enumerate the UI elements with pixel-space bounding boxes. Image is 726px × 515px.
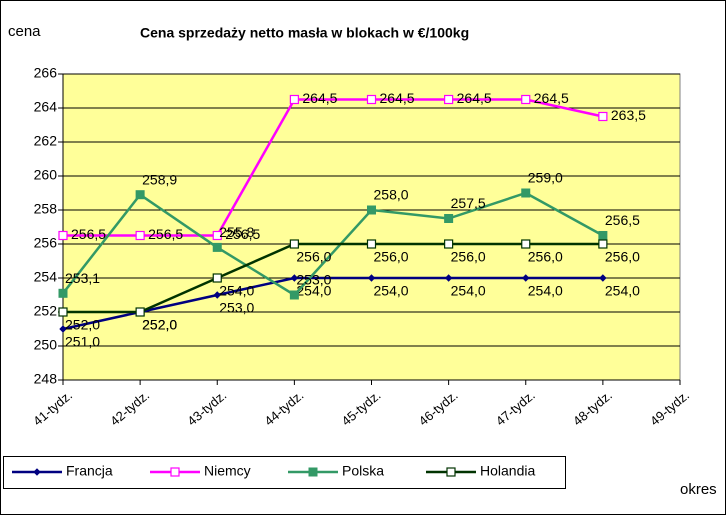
- data-point: [213, 291, 221, 299]
- legend-label: Polska: [342, 463, 384, 479]
- data-label: 264,5: [302, 90, 337, 106]
- data-point: [598, 111, 608, 122]
- data-label: 258,0: [374, 187, 409, 203]
- data-point: [212, 242, 222, 252]
- chart-title: Cena sprzedaży netto masła w blokach w €…: [140, 25, 469, 41]
- series-line: [63, 242, 603, 314]
- data-point: [444, 214, 454, 223]
- data-label: 256,5: [225, 226, 260, 242]
- data-label: 251,0: [65, 334, 100, 350]
- data-label: 258,9: [142, 171, 177, 187]
- legend-marker: [33, 468, 41, 476]
- data-point: [366, 94, 377, 105]
- data-label: 254,0: [451, 283, 486, 299]
- data-label: 256,0: [528, 249, 563, 265]
- plot-area: [62, 73, 681, 381]
- data-label: 256,0: [296, 249, 331, 265]
- data-label: 255,8: [219, 224, 254, 240]
- y-axis-label: cena: [8, 23, 41, 40]
- series-line: [63, 98, 604, 237]
- data-point: [521, 188, 531, 198]
- data-label: 257,5: [451, 195, 486, 211]
- y-tick-label: 260: [34, 167, 58, 183]
- data-point: [444, 239, 454, 249]
- data-point: [212, 230, 222, 241]
- data-label: 254,0: [219, 283, 254, 299]
- y-tick-label: 254: [34, 269, 58, 285]
- data-point: [289, 94, 299, 105]
- data-point: [521, 239, 531, 249]
- data-label: 252,0: [65, 317, 100, 333]
- data-label: 264,5: [534, 90, 569, 106]
- y-tick-label: 248: [34, 371, 58, 387]
- data-point: [290, 274, 299, 282]
- data-point: [289, 239, 299, 249]
- data-point: [367, 274, 376, 282]
- data-label: 256,5: [71, 226, 106, 242]
- data-point: [135, 190, 145, 200]
- legend-label: Holandia: [480, 463, 535, 479]
- data-point: [366, 239, 377, 249]
- data-point: [444, 274, 453, 282]
- data-point: [599, 274, 607, 282]
- data-point: [58, 230, 68, 241]
- series-line: [62, 276, 603, 331]
- data-label: 264,5: [380, 90, 415, 106]
- x-axis-label: okres: [680, 481, 717, 498]
- y-tick-label: 256: [34, 235, 58, 251]
- data-point: [59, 325, 67, 333]
- y-tick-label: 264: [34, 99, 58, 115]
- data-point: [367, 205, 376, 215]
- data-point: [522, 274, 530, 282]
- legend-marker: [170, 467, 180, 477]
- data-point: [212, 273, 222, 283]
- data-label: 254,0: [528, 283, 563, 299]
- series-line: [62, 191, 604, 297]
- data-label: 259,0: [528, 170, 563, 186]
- data-label: 252,0: [142, 317, 177, 333]
- data-label: 256,0: [605, 249, 640, 265]
- data-label: 254,0: [374, 283, 409, 299]
- data-point: [289, 290, 299, 300]
- data-point: [135, 307, 145, 317]
- legend-label: Niemcy: [204, 463, 251, 479]
- data-point: [521, 94, 531, 105]
- data-point: [598, 239, 608, 249]
- data-label: 253,1: [65, 270, 100, 286]
- data-point: [58, 288, 68, 298]
- data-label: 252,0: [142, 317, 177, 333]
- data-label: 263,5: [611, 107, 646, 123]
- y-tick-label: 250: [34, 337, 58, 353]
- data-label: 254,0: [296, 283, 331, 299]
- data-point: [58, 307, 68, 317]
- legend-marker: [446, 467, 456, 477]
- data-label: 253,0: [219, 300, 254, 316]
- legend-marker: [308, 467, 318, 477]
- data-label: 264,5: [457, 90, 492, 106]
- data-label: 256,0: [451, 249, 486, 265]
- y-tick-label: 266: [34, 65, 58, 81]
- data-label: 254,0: [605, 283, 640, 299]
- data-point: [135, 230, 145, 241]
- data-point: [598, 231, 608, 240]
- y-tick-label: 262: [34, 133, 58, 149]
- data-label: 253,0: [296, 272, 331, 288]
- y-tick-label: 252: [34, 303, 58, 319]
- data-label: 256,5: [605, 212, 640, 228]
- legend-label: Francja: [66, 463, 113, 479]
- data-label: 256,5: [148, 226, 183, 242]
- y-tick-label: 258: [34, 201, 58, 217]
- data-point: [444, 94, 454, 105]
- data-label: 256,0: [374, 249, 409, 265]
